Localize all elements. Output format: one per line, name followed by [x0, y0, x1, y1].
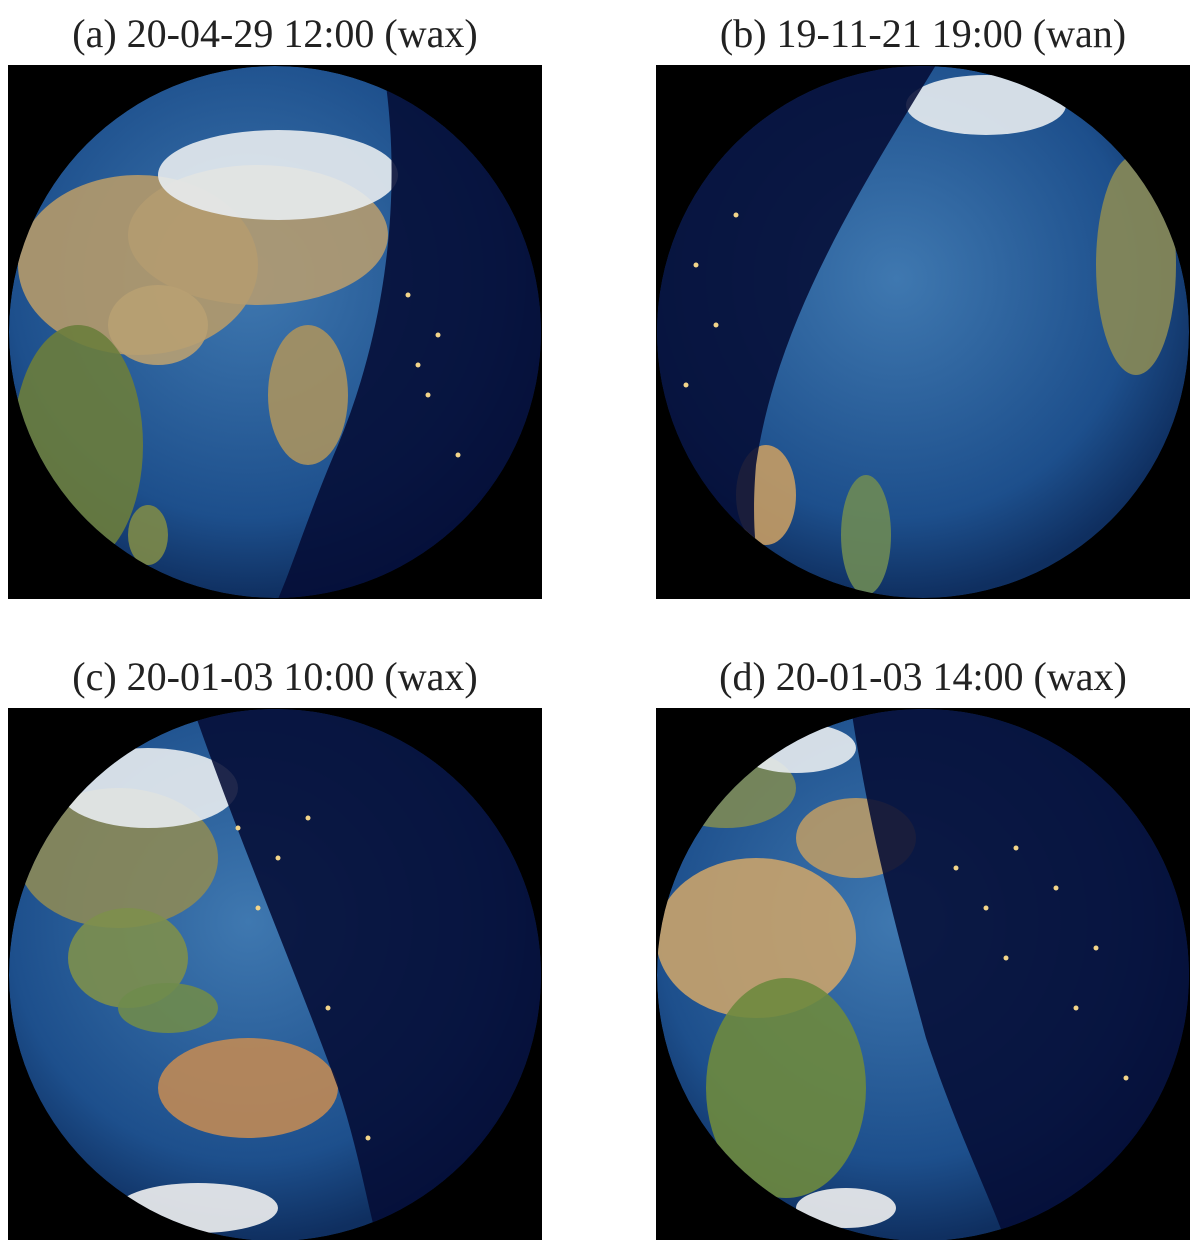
city-lights: [455, 452, 461, 458]
city-lights: [1053, 885, 1059, 891]
city-lights: [983, 905, 989, 911]
landmass: [158, 1038, 338, 1138]
city-lights: [435, 332, 441, 338]
city-lights: [1093, 945, 1099, 951]
earth-image: [656, 65, 1190, 599]
panel-title: (d) 20-01-03 14:00 (wax): [719, 654, 1127, 699]
city-lights: [683, 382, 689, 388]
landmass: [128, 505, 168, 565]
city-lights: [415, 362, 421, 368]
landmass: [796, 1188, 896, 1228]
city-lights: [255, 905, 261, 911]
ice: [906, 75, 1066, 135]
landmass: [108, 285, 208, 365]
city-lights: [1123, 1075, 1129, 1081]
earth-image: [8, 65, 542, 599]
landmass: [118, 983, 218, 1033]
city-lights: [733, 212, 739, 218]
panel-title: (b) 19-11-21 19:00 (wan): [719, 11, 1127, 56]
landmass: [1096, 155, 1176, 375]
night-side: [278, 66, 541, 598]
city-lights: [953, 865, 959, 871]
city-lights: [235, 825, 241, 831]
landmass: [841, 475, 891, 595]
city-lights: [693, 262, 699, 268]
city-lights: [425, 392, 431, 398]
city-lights: [713, 322, 719, 328]
city-lights: [405, 292, 411, 298]
city-lights: [1003, 955, 1009, 961]
night-side: [851, 709, 1189, 1240]
night-side: [193, 709, 541, 1240]
night-side: [657, 66, 936, 598]
earth-image: [656, 708, 1190, 1240]
landmass: [657, 858, 856, 1018]
earth-image: [8, 708, 542, 1240]
panel-title: (a) 20-04-29 12:00 (wax): [72, 11, 478, 56]
city-lights: [275, 855, 281, 861]
panel-title: (c) 20-01-03 10:00 (wax): [72, 654, 478, 699]
city-lights: [1073, 1005, 1079, 1011]
city-lights: [1013, 845, 1019, 851]
ice: [158, 130, 398, 220]
city-lights: [325, 1005, 331, 1011]
city-lights: [365, 1135, 371, 1141]
landmass: [268, 325, 348, 465]
city-lights: [305, 815, 311, 821]
landmass: [68, 908, 188, 1008]
landmass: [706, 978, 866, 1198]
